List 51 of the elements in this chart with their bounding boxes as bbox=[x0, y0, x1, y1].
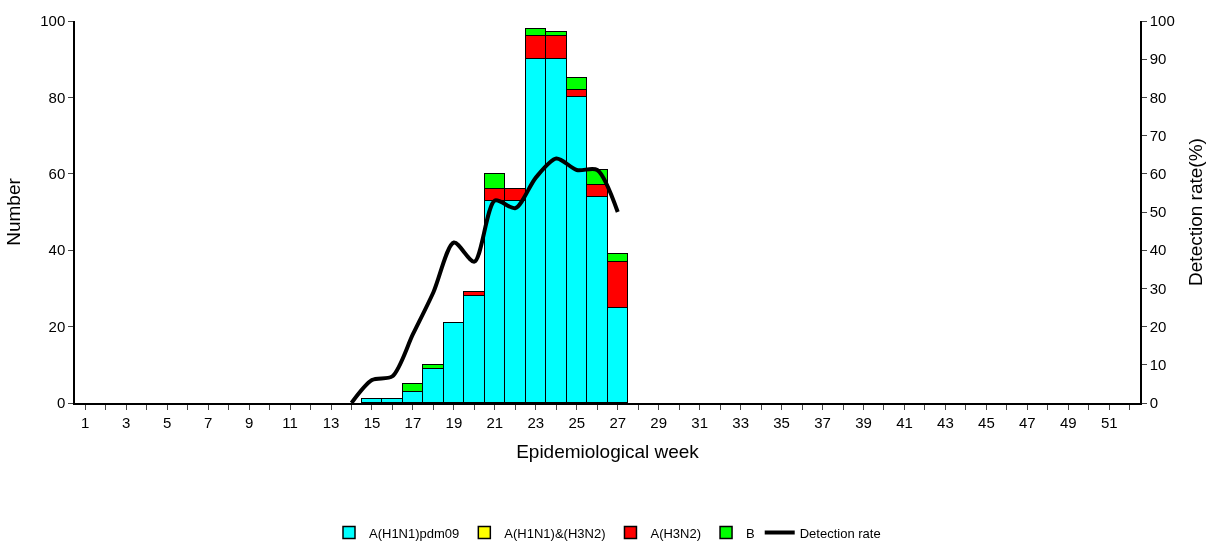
x-tick-label: 45 bbox=[978, 413, 995, 431]
y2-tick-label: 80 bbox=[1149, 88, 1167, 106]
y-tick-label: 0 bbox=[56, 394, 66, 412]
x-tick-label: 49 bbox=[1059, 413, 1077, 431]
y2-tick-label: 0 bbox=[1149, 394, 1159, 412]
x-tick-label: 17 bbox=[404, 413, 422, 431]
y-tick-label: 80 bbox=[48, 88, 66, 106]
y-tick-label: 100 bbox=[40, 12, 66, 30]
x-tick-label: 15 bbox=[363, 413, 381, 431]
y2-tick-label: 20 bbox=[1149, 317, 1167, 335]
legend-label: A(H1N1)&(H3N2) bbox=[504, 525, 606, 541]
y2-tick-label: 100 bbox=[1149, 12, 1175, 30]
y-axis-title: Number bbox=[2, 177, 24, 246]
x-tick-label: 11 bbox=[282, 413, 298, 431]
x-tick-label: 29 bbox=[650, 413, 668, 431]
y-tick-label: 40 bbox=[48, 241, 66, 259]
x-tick-label: 1 bbox=[81, 413, 90, 431]
y2-tick-label: 30 bbox=[1149, 279, 1167, 297]
x-tick-label: 47 bbox=[1019, 413, 1036, 431]
x-tick-label: 37 bbox=[814, 413, 831, 431]
x-tick-label: 19 bbox=[445, 413, 463, 431]
x-tick-label: 39 bbox=[855, 413, 872, 431]
legend-label: B bbox=[746, 525, 755, 541]
x-tick-label: 43 bbox=[937, 413, 954, 431]
y2-axis-title: Detection rate(%) bbox=[1185, 138, 1207, 286]
legend-label: Detection rate bbox=[799, 525, 881, 541]
x-tick-label: 9 bbox=[244, 413, 254, 431]
y2-tick-label: 90 bbox=[1149, 50, 1167, 68]
y2-tick-label: 70 bbox=[1149, 126, 1167, 144]
x-tick-label: 33 bbox=[732, 413, 749, 431]
x-tick-label: 13 bbox=[322, 413, 340, 431]
x-tick-label: 35 bbox=[773, 413, 790, 431]
legend-label: A(H1N1)pdm09 bbox=[369, 525, 460, 541]
x-tick-label: 41 bbox=[896, 413, 913, 431]
y2-tick-label: 40 bbox=[1149, 241, 1167, 259]
x-tick-label: 51 bbox=[1100, 413, 1118, 431]
x-tick-label: 25 bbox=[568, 413, 586, 431]
legend-label: A(H3N2) bbox=[650, 525, 702, 541]
x-tick-label: 23 bbox=[527, 413, 545, 431]
x-tick-label: 31 bbox=[691, 413, 708, 431]
y2-tick-label: 50 bbox=[1149, 203, 1167, 221]
y-tick-label: 20 bbox=[48, 317, 66, 335]
x-tick-label: 21 bbox=[486, 413, 504, 431]
x-tick-label: 5 bbox=[162, 413, 172, 431]
x-axis-title: Epidemiological week bbox=[516, 441, 700, 463]
x-tick-label: 27 bbox=[609, 413, 627, 431]
y2-tick-label: 60 bbox=[1149, 165, 1167, 183]
y-tick-label: 60 bbox=[48, 165, 66, 183]
x-tick-label: 3 bbox=[122, 413, 131, 431]
x-tick-label: 7 bbox=[203, 413, 213, 431]
y2-tick-label: 10 bbox=[1149, 356, 1167, 374]
